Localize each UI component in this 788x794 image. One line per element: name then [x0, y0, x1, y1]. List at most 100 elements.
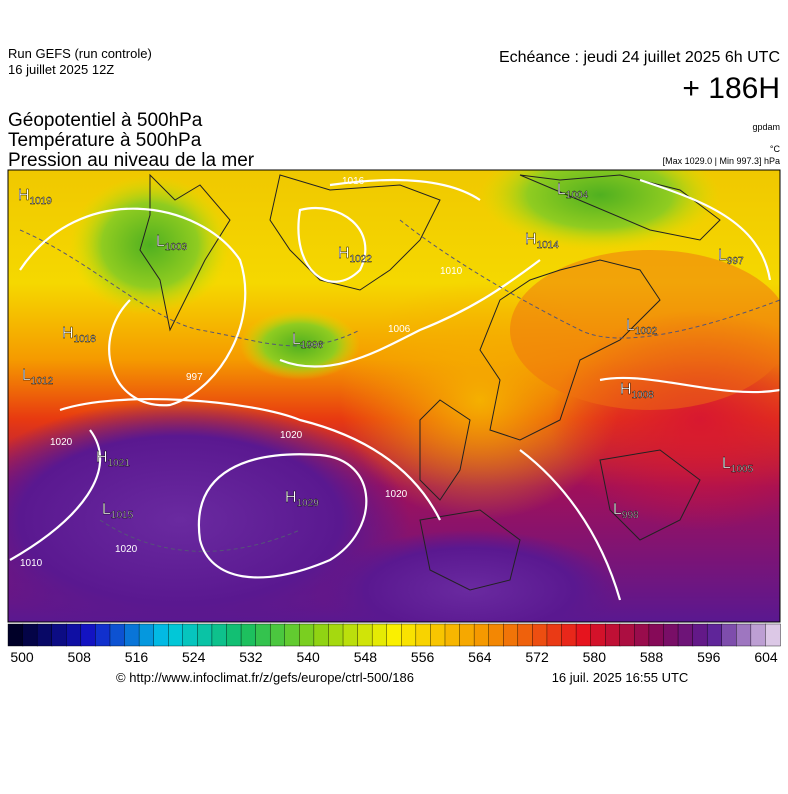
colorbar-tick-label: 532: [239, 649, 263, 665]
pressure-center: L1006: [292, 331, 324, 351]
colorbar-tick-label: 556: [411, 649, 435, 665]
colorbar-swatch: [575, 623, 592, 647]
pressure-center: H1021: [96, 449, 130, 469]
colorbar-tick-label: 580: [583, 649, 607, 665]
pressure-center: L1003: [156, 233, 188, 253]
pressure-center: L1002: [626, 317, 658, 337]
colorbar-swatch: [269, 623, 286, 647]
colorbar-swatch: [444, 623, 461, 647]
pressure-center: L1005: [722, 455, 754, 475]
pressure-center: L1012: [22, 367, 54, 387]
unit-label: gpdam: [752, 122, 780, 132]
colorbar-swatch: [80, 623, 97, 647]
isobar-label: 1020: [115, 544, 138, 555]
colorbar-swatch: [532, 623, 548, 647]
colorbar-tick-label: 508: [68, 649, 92, 665]
pressure-center: L997: [718, 247, 744, 267]
pressure-center: L1004: [557, 181, 589, 201]
colorbar-tick-label: 516: [125, 649, 149, 665]
colorbar-swatch: [211, 623, 228, 647]
isobars: [9, 178, 780, 601]
colorbar-tick-label: 588: [640, 649, 664, 665]
colorbar-swatch: [634, 623, 650, 647]
colorbar-swatch: [138, 623, 155, 647]
colorbar-swatch: [255, 623, 271, 647]
colorbar-swatch: [240, 623, 257, 647]
colorbar-swatch: [648, 623, 665, 647]
colorbar-swatch: [663, 623, 679, 647]
colorbar-swatch: [765, 623, 781, 647]
colorbar-swatch: [677, 623, 694, 647]
run-name: Run GEFS (run controle): [8, 46, 152, 61]
colorbar-swatch: [517, 623, 534, 647]
colorbar-swatch: [36, 623, 53, 647]
colorbar-swatch: [109, 623, 126, 647]
colorbar-swatch: [503, 623, 519, 647]
colorbar-tick-label: 596: [697, 649, 721, 665]
isobar-label: 1010: [440, 266, 463, 277]
valid-time: Echéance : jeudi 24 juillet 2025 6h UTC: [499, 49, 780, 66]
colorbar-swatch: [371, 623, 388, 647]
colorbar-swatch: [328, 623, 344, 647]
colorbar-swatch: [401, 623, 417, 647]
colorbar-swatch: [66, 623, 82, 647]
map-frame: [7, 169, 781, 623]
colorbar-swatch: [95, 623, 111, 647]
colorbar-swatch: [692, 623, 708, 647]
colorbar-swatch: [605, 623, 621, 647]
isobar-label: 1010: [20, 558, 43, 569]
colorbar-swatch: [357, 623, 373, 647]
isobar-label: 1006: [388, 324, 411, 335]
colorbar-tick-label: 572: [525, 649, 549, 665]
colorbar: 500 508 516 524 532 540 548 556 564 572 580 588 596 6…: [7, 623, 781, 665]
source-link: © http://www.infoclimat.fr/z/gefs/europe…: [116, 670, 414, 685]
coastlines: [139, 173, 721, 591]
field-label: Géopotentiel à 500hPa: [8, 110, 203, 131]
colorbar-swatch: [51, 623, 67, 647]
colorbar-swatch: [590, 623, 606, 647]
colorbar-swatch: [546, 623, 563, 647]
colorbar-swatch: [226, 623, 242, 647]
field-label: Température à 500hPa: [8, 130, 202, 151]
isobar-label: 1020: [385, 489, 408, 500]
pressure-center: H1018: [62, 325, 96, 345]
lead-time: + 186H: [682, 72, 780, 105]
colorbar-swatch: [182, 623, 199, 647]
colorbar-swatch: [313, 623, 330, 647]
colorbar-swatch: [750, 623, 767, 647]
colorbar-swatch: [153, 623, 169, 647]
colorbar-swatch: [415, 623, 432, 647]
isobar-label: 1020: [50, 437, 73, 448]
pressure-center: H1022: [338, 245, 372, 265]
colorbar-tick-label: 540: [296, 649, 320, 665]
colorbar-swatch: [721, 623, 738, 647]
unit-label: [Max 1029.0 | Min 997.3] hPa: [663, 156, 780, 166]
colorbar-swatch: [22, 623, 38, 647]
colorbar-swatch: [7, 623, 24, 647]
pressure-center: L1015: [102, 501, 134, 521]
pressure-center: H1029: [285, 489, 319, 509]
colorbar-swatch: [197, 623, 213, 647]
run-date: 16 juillet 2025 12Z: [8, 62, 114, 77]
colorbar-swatch: [124, 623, 140, 647]
colorbar-swatch: [430, 623, 446, 647]
colorbar-tick-label: 604: [754, 649, 778, 665]
colorbar-swatch: [386, 623, 402, 647]
temperature-contours: [19, 219, 780, 552]
colorbar-swatch: [706, 623, 723, 647]
isobar-label: 1016: [342, 176, 365, 187]
pressure-center: H1019: [18, 187, 52, 207]
colorbar-swatch: [619, 623, 636, 647]
colorbar-swatch: [284, 623, 301, 647]
unit-label: °C: [770, 144, 781, 154]
pressure-center: H1014: [525, 231, 559, 251]
map-field: [8, 170, 780, 622]
colorbar-swatch: [473, 623, 490, 647]
colorbar-swatch: [299, 623, 315, 647]
isobar-label: 1020: [280, 430, 303, 441]
isobar-label: 997: [186, 372, 203, 383]
colorbar-tick-label: 548: [354, 649, 378, 665]
colorbar-swatch: [342, 623, 359, 647]
